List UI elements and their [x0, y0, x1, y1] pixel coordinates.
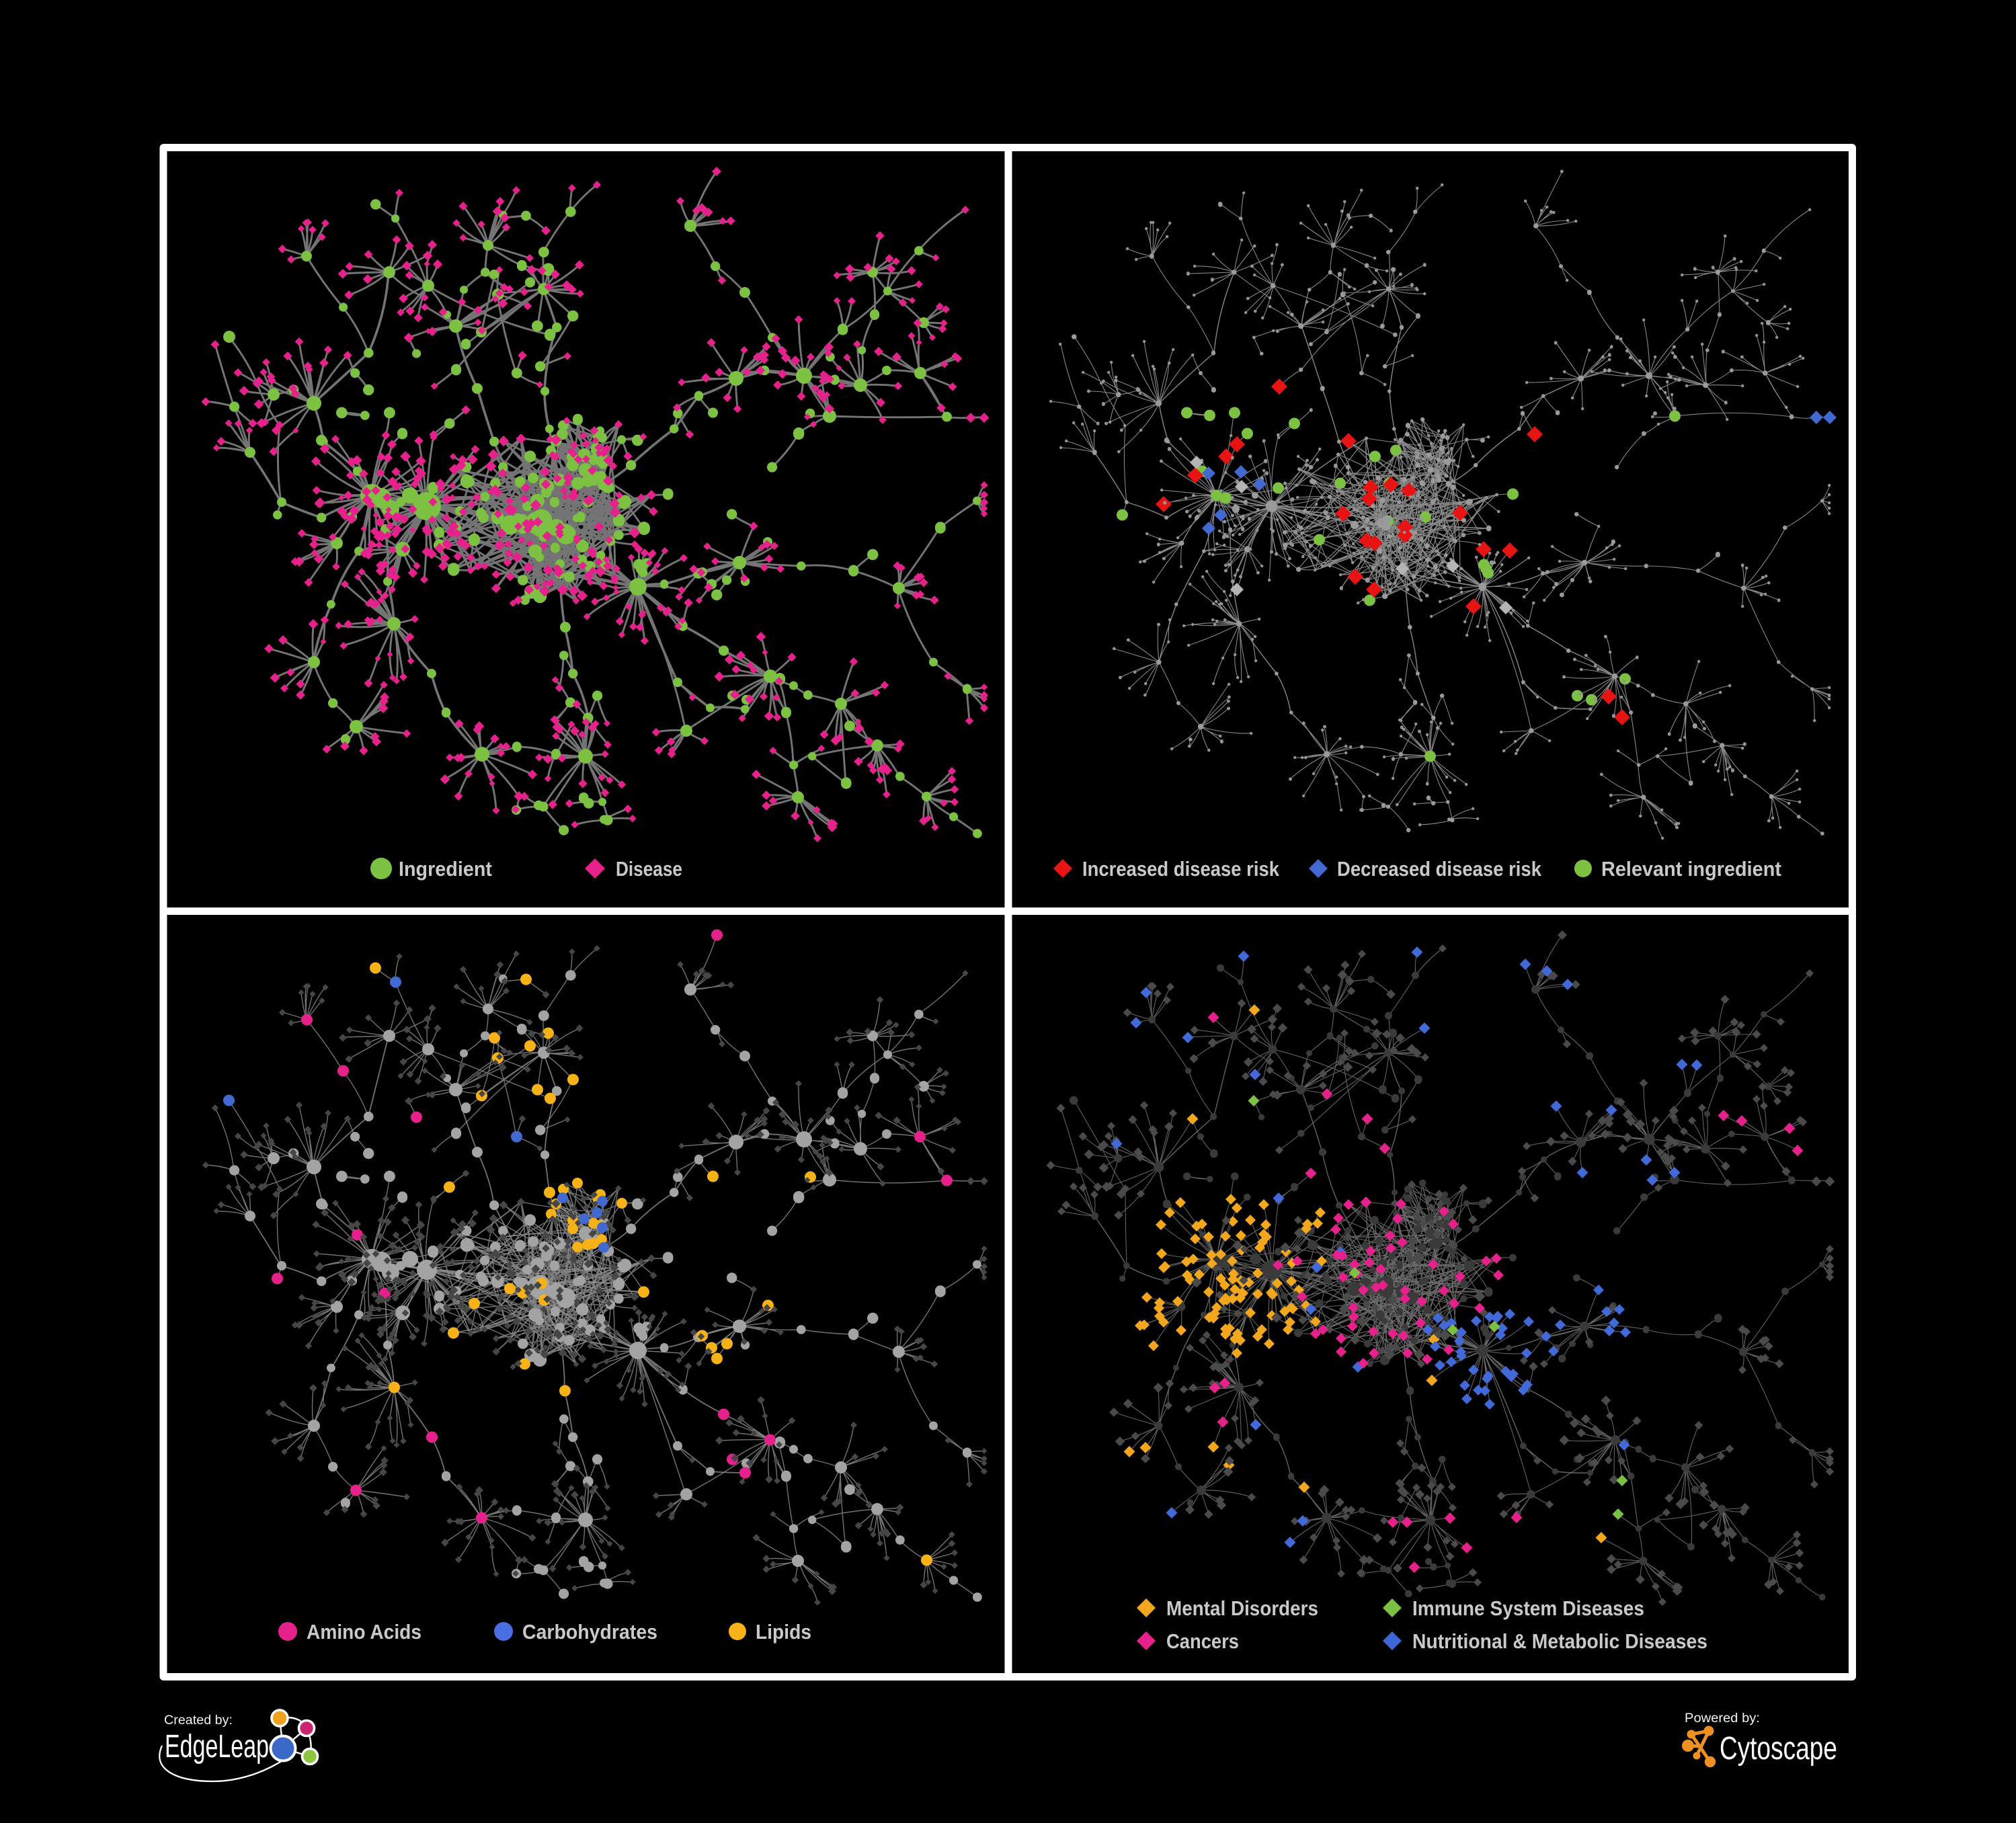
svg-text:Ingredient: Ingredient — [399, 857, 492, 881]
svg-text:Cytoscape: Cytoscape — [1720, 1731, 1837, 1767]
svg-text:Cancers: Cancers — [1166, 1629, 1239, 1653]
svg-text:Disease: Disease — [616, 857, 682, 881]
svg-text:Created by:: Created by: — [164, 1713, 233, 1728]
svg-text:Immune System Diseases: Immune System Diseases — [1412, 1596, 1644, 1620]
svg-text:Relevant ingredient: Relevant ingredient — [1601, 857, 1781, 881]
svg-text:Mental Disorders: Mental Disorders — [1166, 1596, 1318, 1620]
svg-text:Amino Acids: Amino Acids — [307, 1620, 421, 1644]
svg-text:Lipids: Lipids — [756, 1620, 811, 1644]
svg-text:Decreased disease risk: Decreased disease risk — [1337, 857, 1542, 881]
svg-text:Nutritional & Metabolic Diseas: Nutritional & Metabolic Diseases — [1412, 1629, 1707, 1653]
svg-text:Increased disease risk: Increased disease risk — [1082, 857, 1280, 881]
svg-text:EdgeLeap: EdgeLeap — [165, 1729, 269, 1765]
svg-text:Carbohydrates: Carbohydrates — [522, 1620, 657, 1644]
svg-text:Powered by:: Powered by: — [1685, 1711, 1760, 1726]
